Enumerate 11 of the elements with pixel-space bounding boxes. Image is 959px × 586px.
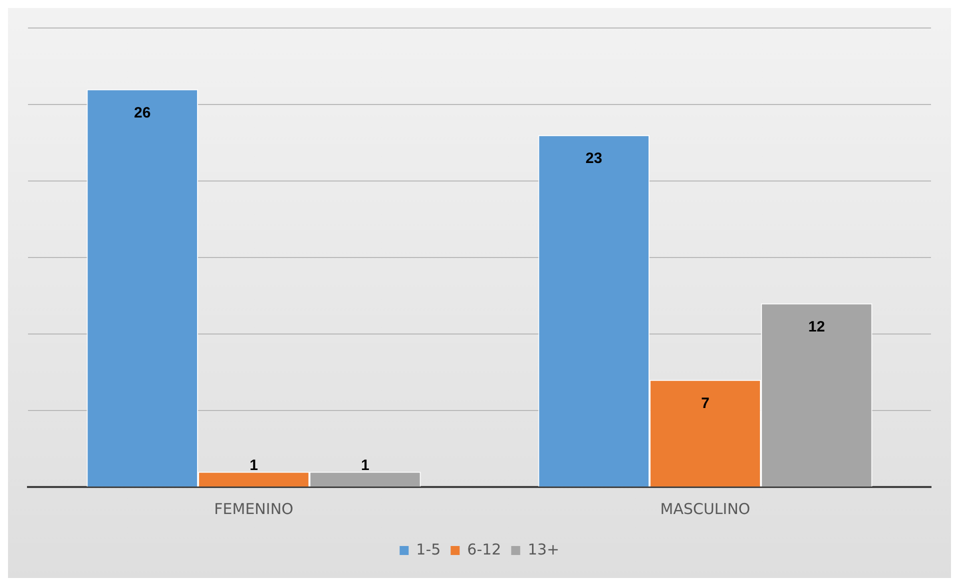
data-label: 26 [134, 104, 151, 122]
data-label: 1 [360, 456, 370, 474]
data-label: 1 [250, 456, 258, 474]
x-tick-label: MASCULINO [660, 500, 750, 518]
legend-label: 6-12 [467, 540, 502, 558]
data-label: 12 [808, 318, 825, 336]
legend-label: 1-5 [416, 540, 441, 558]
data-label: 7 [701, 395, 710, 412]
data-label: 23 [586, 150, 602, 168]
legend-label: 13+ [528, 540, 560, 558]
x-tick-label: FEMENINO [214, 500, 294, 518]
